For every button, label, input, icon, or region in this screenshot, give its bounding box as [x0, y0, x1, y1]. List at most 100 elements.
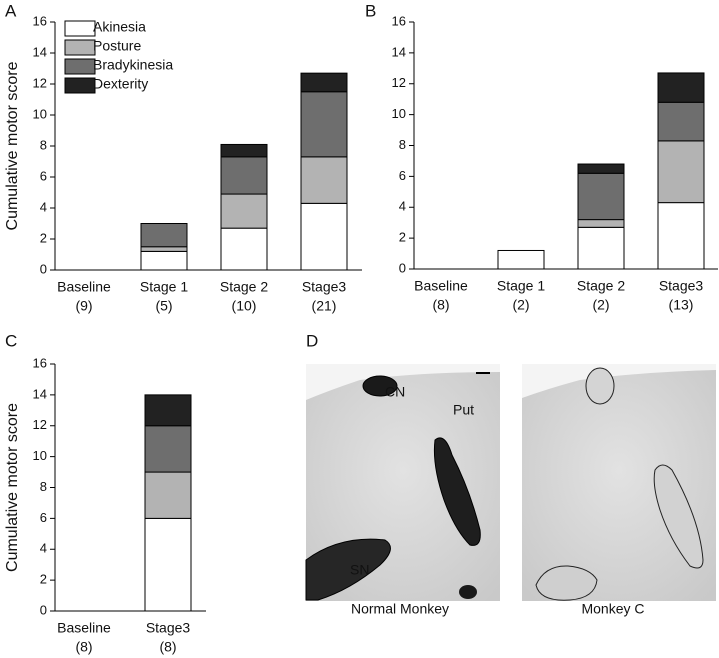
y-tick-label: 14	[33, 386, 47, 401]
panel-label: D	[306, 331, 318, 350]
bar-segment	[220, 227, 268, 271]
x-tick-sublabel: (8)	[432, 297, 449, 313]
legend-label: Akinesia	[93, 19, 146, 35]
y-tick-label: 8	[40, 479, 47, 494]
y-tick-label: 2	[399, 230, 406, 245]
x-tick-label: Stage 1	[140, 279, 188, 295]
x-tick-sublabel: (2)	[592, 297, 609, 313]
legend-label: Bradykinesia	[93, 57, 173, 73]
bar-segment	[220, 193, 268, 229]
y-tick-label: 6	[40, 510, 47, 525]
x-tick-sublabel: (8)	[159, 639, 176, 655]
region-label: SN	[350, 562, 369, 578]
y-tick-label: 2	[40, 572, 47, 587]
bar-segment	[300, 202, 348, 271]
y-tick-label: 6	[40, 168, 47, 183]
bar-segment	[300, 91, 348, 158]
y-tick-label: 0	[399, 260, 406, 275]
put-region	[433, 437, 481, 546]
sn-region	[305, 538, 391, 601]
x-tick-sublabel: (5)	[155, 298, 172, 314]
panel-label: B	[365, 1, 376, 20]
legend-swatch	[64, 77, 96, 94]
x-tick-label: Stage3	[146, 620, 191, 636]
y-tick-label: 6	[399, 168, 406, 183]
y-tick-label: 14	[392, 44, 406, 59]
y-tick-label: 8	[399, 137, 406, 152]
y-tick-label: 16	[33, 355, 47, 370]
y-tick-label: 8	[40, 137, 47, 152]
sn-outline	[535, 565, 598, 601]
y-axis-title: Cumulative motor score	[4, 403, 21, 572]
bar-segment	[657, 140, 705, 204]
y-tick-label: 14	[33, 44, 47, 59]
image-caption: Normal Monkey	[351, 601, 449, 617]
cn-outline	[585, 367, 615, 405]
y-tick-label: 2	[40, 230, 47, 245]
y-tick-label: 4	[399, 199, 406, 214]
bar-segment	[657, 202, 705, 270]
y-tick-label: 4	[40, 541, 47, 556]
bar-segment	[657, 72, 705, 103]
bar-segment	[144, 471, 192, 519]
x-tick-sublabel: (10)	[232, 298, 257, 314]
x-tick-sublabel: (8)	[75, 639, 92, 655]
x-tick-label: Baseline	[57, 620, 111, 636]
bar-segment	[497, 249, 545, 270]
x-tick-label: Stage3	[302, 279, 347, 295]
legend-swatch	[64, 20, 96, 37]
bar-segment	[144, 394, 192, 427]
bar-segment	[300, 72, 348, 93]
y-tick-label: 10	[33, 106, 47, 121]
x-tick-sublabel: (9)	[75, 298, 92, 314]
y-tick-label: 4	[40, 199, 47, 214]
region-label: CN	[385, 384, 405, 400]
tissue-edge	[522, 364, 716, 398]
panel-label: C	[5, 331, 17, 350]
bar-segment	[140, 250, 188, 271]
bar-segment	[300, 156, 348, 204]
panel-label: A	[5, 1, 17, 20]
bar-segment	[657, 101, 705, 142]
y-tick-label: 12	[392, 75, 406, 90]
bar-segment	[577, 172, 625, 221]
y-axis-title: Cumulative motor score	[4, 61, 21, 230]
y-tick-label: 10	[392, 106, 406, 121]
bar-segment	[577, 163, 625, 174]
y-tick-label: 10	[33, 448, 47, 463]
bar-segment	[577, 226, 625, 270]
image-normal: CN Put SN Normal Monkey	[305, 364, 500, 617]
put-outline	[653, 464, 704, 569]
region-label: Put	[453, 402, 474, 418]
bar-segment	[144, 517, 192, 612]
x-tick-label: Stage 2	[577, 278, 625, 294]
x-tick-label: Stage3	[659, 278, 704, 294]
y-tick-label: 12	[33, 417, 47, 432]
y-tick-label: 0	[40, 602, 47, 617]
y-tick-label: 16	[33, 13, 47, 28]
y-tick-label: 12	[33, 75, 47, 90]
x-tick-sublabel: (21)	[312, 298, 337, 314]
tissue-edge	[306, 364, 500, 400]
dark-blob	[459, 585, 477, 599]
x-tick-sublabel: (2)	[512, 297, 529, 313]
bar-segment	[140, 246, 188, 252]
bar-segment	[220, 156, 268, 195]
y-tick-label: 0	[40, 261, 47, 276]
y-tick-label: 16	[392, 13, 406, 28]
bar-segment	[577, 219, 625, 228]
x-tick-label: Baseline	[414, 278, 468, 294]
tissue-section	[522, 364, 716, 601]
x-tick-sublabel: (13)	[669, 297, 694, 313]
x-tick-label: Baseline	[57, 279, 111, 295]
legend-label: Dexterity	[93, 76, 148, 92]
bar-segment	[144, 425, 192, 473]
bar-segment	[140, 223, 188, 248]
legend-label: Posture	[93, 38, 141, 54]
legend-swatch	[64, 39, 96, 56]
cn-region	[362, 375, 398, 397]
image-monkey-c: Monkey C	[522, 364, 716, 617]
legend-swatch	[64, 58, 96, 75]
x-tick-label: Stage 2	[220, 279, 268, 295]
